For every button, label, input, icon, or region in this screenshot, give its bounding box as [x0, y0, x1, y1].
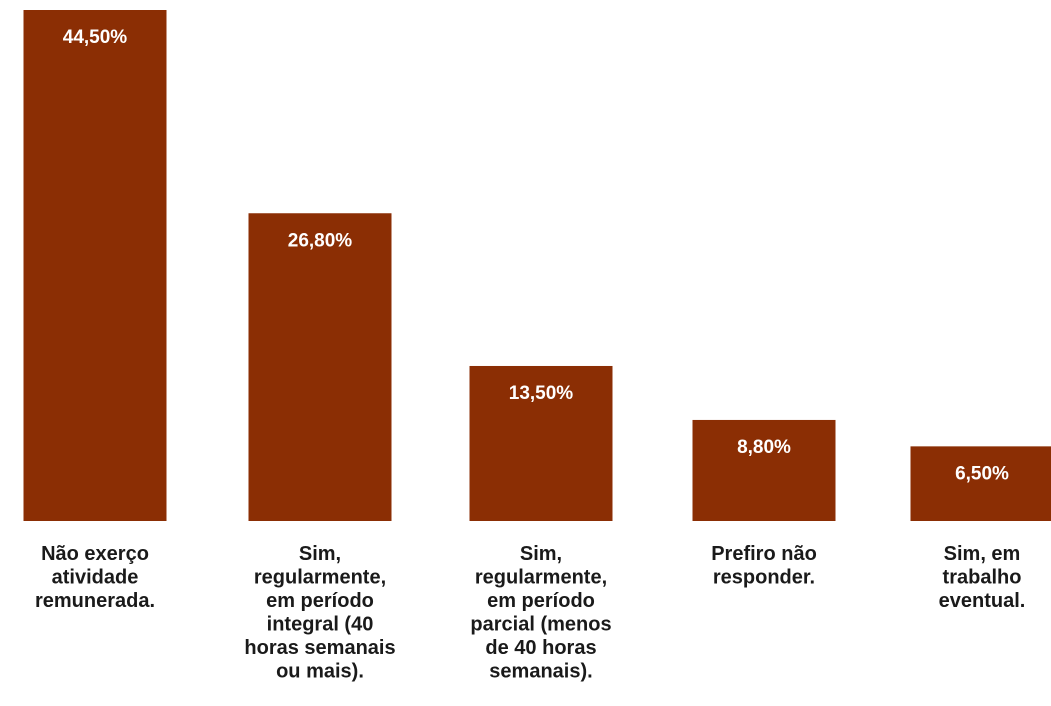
- category-label-line: horas semanais: [244, 637, 395, 659]
- category-label-line: atividade: [52, 567, 139, 589]
- category-label-line: Sim,: [520, 543, 562, 565]
- category-label-line: em período: [487, 590, 595, 612]
- category-label-line: Sim,: [299, 543, 341, 565]
- category-label-line: eventual.: [939, 590, 1026, 612]
- bar-1: [24, 10, 167, 521]
- category-label-line: em período: [266, 590, 374, 612]
- bar-2: [249, 213, 392, 521]
- category-label-line: Sim, em: [944, 543, 1021, 565]
- category-label-line: Prefiro não: [711, 543, 817, 565]
- bar-4: [693, 420, 836, 521]
- category-label-line: remunerada.: [35, 590, 155, 612]
- category-label-line: ou mais).: [276, 661, 364, 683]
- category-label-line: trabalho: [943, 567, 1022, 589]
- category-label-line: Não exerço: [41, 543, 149, 565]
- category-label-line: de 40 horas: [485, 637, 596, 659]
- category-label-line: integral (40: [267, 614, 374, 636]
- bar-value-label-4: 8,80%: [737, 437, 791, 458]
- bar-value-label-2: 26,80%: [288, 230, 353, 251]
- category-label-line: regularmente,: [475, 567, 607, 589]
- bar-value-label-3: 13,50%: [509, 383, 574, 404]
- bar-value-label-5: 6,50%: [955, 463, 1009, 484]
- bar-value-label-1: 44,50%: [63, 27, 128, 48]
- category-label-line: responder.: [713, 567, 815, 589]
- category-label-line: parcial (menos: [470, 614, 611, 636]
- bars-layer: [24, 10, 1051, 521]
- category-label-line: regularmente,: [254, 567, 386, 589]
- category-label-line: semanais).: [489, 661, 592, 683]
